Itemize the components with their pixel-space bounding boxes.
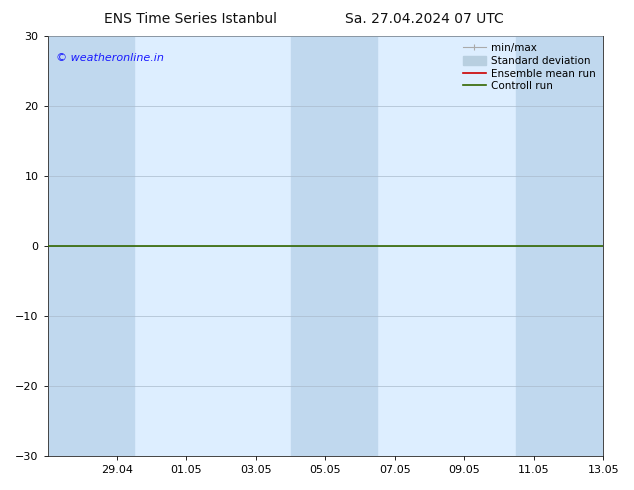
Bar xyxy=(48,36,134,456)
Legend: min/max, Standard deviation, Ensemble mean run, Controll run: min/max, Standard deviation, Ensemble me… xyxy=(461,41,598,93)
Text: Sa. 27.04.2024 07 UTC: Sa. 27.04.2024 07 UTC xyxy=(346,12,504,26)
Bar xyxy=(290,36,377,456)
Bar xyxy=(516,36,603,456)
Text: © weatheronline.in: © weatheronline.in xyxy=(56,53,164,63)
Text: ENS Time Series Istanbul: ENS Time Series Istanbul xyxy=(104,12,276,26)
